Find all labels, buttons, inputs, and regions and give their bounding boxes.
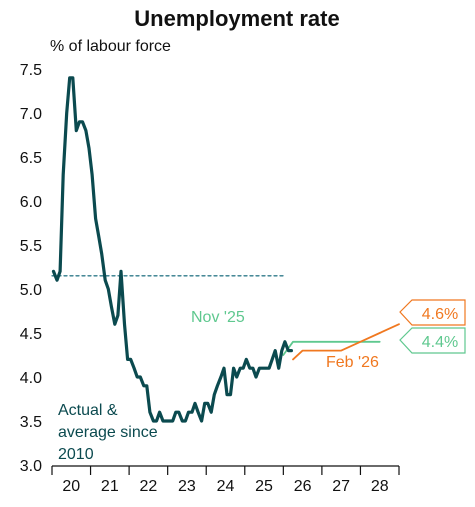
feb-forecast-line: [292, 323, 400, 361]
x-tick-label: 21: [101, 478, 119, 495]
y-tick-label: 6.0: [20, 194, 42, 211]
actual-annotation-line1: Actual &: [58, 402, 118, 419]
actual-annotation-line2: average since: [58, 424, 158, 441]
x-axis: 20 21 22 23 24 25 26 27 28: [51, 465, 400, 495]
feb-forecast-label: Feb '26: [326, 354, 379, 371]
end-label-feb-box: [399, 299, 466, 326]
actual-annotation-line3: 2010: [58, 446, 94, 463]
end-label-nov-box: [399, 327, 466, 354]
nov-forecast-line: [282, 340, 381, 356]
annotations: Actual & average since 2010 Nov '25 Feb …: [58, 299, 466, 463]
end-label-feb: 4.6%: [422, 306, 458, 323]
x-tick-label: 23: [178, 478, 196, 495]
actual-line: [51, 76, 293, 423]
y-tick-label: 3.5: [20, 414, 42, 431]
y-tick-label: 6.5: [20, 150, 42, 167]
x-tick-label: 24: [217, 478, 235, 495]
x-tick-label: 20: [62, 478, 80, 495]
y-tick-label: 4.0: [20, 370, 42, 387]
x-tick-label: 27: [332, 478, 350, 495]
end-label-nov: 4.4%: [422, 334, 458, 351]
y-tick-label: 7.0: [20, 106, 42, 123]
y-tick-label: 3.0: [20, 458, 42, 475]
y-axis-label: % of labour force: [50, 38, 171, 55]
nov-forecast-label: Nov '25: [191, 309, 245, 326]
x-tick-label: 28: [371, 478, 389, 495]
x-tick-label: 26: [294, 478, 312, 495]
chart-title: Unemployment rate: [134, 6, 339, 31]
y-tick-label: 4.5: [20, 326, 42, 343]
x-tick-label: 25: [255, 478, 273, 495]
y-tick-label: 5.5: [20, 238, 42, 255]
y-tick-label: 7.5: [20, 62, 42, 79]
series-layer: [51, 76, 400, 423]
y-axis-ticks: 3.0 3.5 4.0 4.5 5.0 5.5 6.0 6.5 7.0 7.5: [20, 62, 42, 475]
y-tick-label: 5.0: [20, 282, 42, 299]
x-tick-label: 22: [139, 478, 157, 495]
